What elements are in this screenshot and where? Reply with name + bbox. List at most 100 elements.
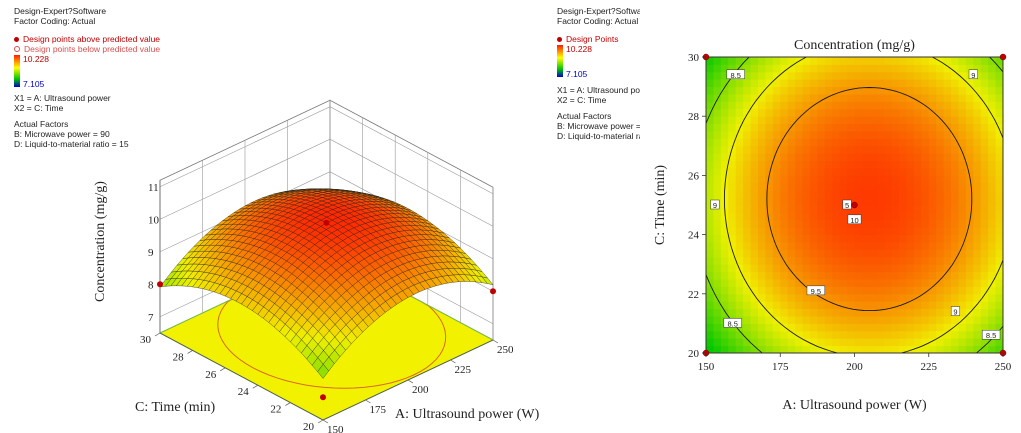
- heat-cell: [891, 86, 900, 95]
- heat-cell: [891, 153, 900, 162]
- heat-cell: [847, 64, 855, 73]
- heat-cell: [861, 57, 870, 65]
- heat-cell: [973, 175, 982, 184]
- heat-cell: [832, 316, 841, 324]
- heat-cell: [809, 301, 818, 310]
- heat-cell: [765, 242, 774, 250]
- heat-cell: [943, 256, 952, 265]
- heat-cell: [876, 234, 885, 243]
- heat-cell: [988, 160, 997, 169]
- heat-cell: [743, 219, 752, 228]
- heat-cell: [936, 308, 945, 317]
- heat-cell: [980, 293, 989, 302]
- factor-b-label: B: Microwave power = 90: [14, 129, 110, 139]
- heat-cell: [780, 145, 789, 154]
- heat-cell: [951, 286, 959, 295]
- heat-cell: [973, 286, 982, 295]
- heat-cell: [757, 153, 766, 162]
- heat-cell: [943, 279, 952, 287]
- heat-cell: [802, 219, 811, 228]
- heat-cell: [728, 182, 737, 191]
- heat-cell: [876, 101, 885, 110]
- heat-cell: [795, 153, 804, 162]
- color-scale-bar: [14, 55, 20, 87]
- heat-cell: [980, 108, 989, 117]
- heat-cell: [787, 330, 796, 339]
- heat-cell: [943, 242, 952, 250]
- y-tick-label: 28: [173, 351, 185, 363]
- heat-cell: [913, 197, 922, 206]
- x-tick-label: 175: [370, 404, 387, 416]
- heat-cell: [876, 64, 885, 73]
- heat-cell: [832, 205, 841, 213]
- heat-cell: [795, 168, 804, 176]
- heat-cell: [802, 264, 811, 273]
- heat-cell: [906, 256, 915, 265]
- heat-cell: [847, 175, 855, 184]
- heat-cell: [980, 197, 989, 206]
- heat-cell: [973, 123, 982, 132]
- heat-cell: [743, 116, 752, 125]
- heat-cell: [787, 190, 796, 199]
- heat-cell: [728, 256, 737, 265]
- heat-cell: [713, 86, 722, 95]
- heat-cell: [928, 212, 937, 221]
- heat-cell: [780, 138, 789, 147]
- heat-cell: [906, 301, 915, 310]
- heat-cell: [757, 108, 766, 117]
- heat-cell: [765, 234, 774, 243]
- heat-cell: [861, 64, 870, 73]
- heat-cell: [869, 227, 878, 236]
- heat-cell: [913, 234, 922, 243]
- heat-cell: [861, 205, 870, 213]
- heat-cell: [787, 345, 796, 354]
- heat-cell: [743, 145, 752, 154]
- heat-cell: [832, 301, 841, 310]
- heat-cell: [750, 227, 759, 236]
- heat-cell: [706, 264, 714, 273]
- heat-cell: [847, 338, 855, 347]
- heat-cell: [928, 301, 937, 310]
- heat-cell: [891, 316, 900, 324]
- heat-cell: [839, 175, 848, 184]
- heat-cell: [735, 153, 744, 162]
- heat-cell: [728, 153, 737, 162]
- heat-cell: [809, 190, 818, 199]
- heat-cell: [965, 101, 974, 110]
- heat-cell: [921, 256, 930, 265]
- z-tick-label: 10: [148, 214, 160, 226]
- heat-cell: [713, 182, 722, 191]
- heat-cell: [713, 227, 722, 236]
- heat-cell: [765, 286, 774, 295]
- heat-cell: [906, 160, 915, 169]
- heat-cell: [824, 57, 833, 65]
- heat-cell: [928, 168, 937, 176]
- heat-cell: [861, 190, 870, 199]
- surface-facet: [317, 363, 329, 379]
- heat-cell: [891, 108, 900, 117]
- heat-cell: [973, 264, 982, 273]
- heat-cell: [757, 264, 766, 273]
- heat-cell: [899, 71, 907, 80]
- heat-cell: [921, 242, 930, 250]
- heat-cell: [943, 345, 952, 354]
- heat-cell: [772, 131, 781, 139]
- heat-cell: [995, 345, 1004, 354]
- heat-cell: [861, 271, 870, 280]
- heat-cell: [921, 227, 930, 236]
- heat-cell: [958, 279, 967, 287]
- heat-cell: [795, 323, 804, 332]
- heat-cell: [802, 242, 811, 250]
- heat-cell: [757, 316, 766, 324]
- heat-cell: [891, 101, 900, 110]
- heat-cell: [832, 293, 841, 302]
- contour-label-box: [847, 214, 862, 225]
- heat-cell: [735, 279, 744, 287]
- heat-cell: [765, 316, 774, 324]
- heat-cell: [780, 271, 789, 280]
- heat-cell: [906, 197, 915, 206]
- heat-cell: [750, 182, 759, 191]
- heat-cell: [869, 101, 878, 110]
- heat-cell: [757, 338, 766, 347]
- heat-cell: [713, 94, 722, 102]
